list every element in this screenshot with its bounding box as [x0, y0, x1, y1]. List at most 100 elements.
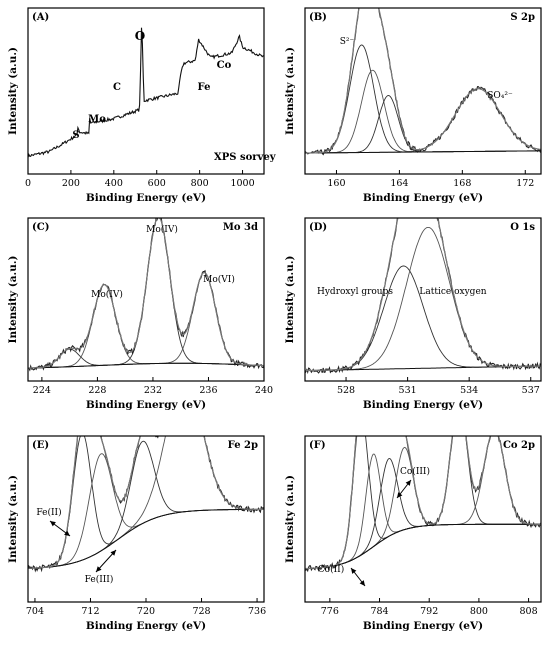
plot-area — [28, 218, 264, 372]
x-tick-label: 534 — [460, 385, 478, 396]
peak-annotation: S²⁻ — [340, 37, 355, 47]
x-tick-label: 172 — [516, 178, 534, 189]
panel-f: 776 784 792 800 808 Binding Energy (eV) Intens… — [284, 435, 542, 632]
plot-frame — [27, 7, 265, 175]
panel-title: S 2p — [510, 12, 535, 23]
panel-label: (C) — [32, 222, 49, 233]
x-tick-label: 736 — [248, 606, 266, 617]
y-axis-label: Intensity (a.u.) — [7, 47, 19, 135]
plot-area — [28, 27, 264, 158]
peak-annotation: Mo(IV) — [146, 224, 178, 235]
x-axis-label: Binding Energy (eV) — [363, 399, 483, 411]
x-tick-label: 784 — [370, 606, 388, 617]
background-line — [305, 523, 541, 570]
plot-frame — [304, 217, 542, 382]
panel-label: (E) — [32, 440, 49, 451]
x-tick-label: 528 — [337, 385, 355, 396]
component-peak-2 — [305, 226, 541, 372]
panel-e: 704 712 720 728 736 Binding Energy (eV) Intens… — [7, 435, 266, 632]
panel-title: Mo 3d — [223, 222, 258, 233]
component-peak-3 — [28, 218, 264, 369]
x-tick-label: 537 — [522, 385, 540, 396]
peak-annotation: Fe — [198, 82, 211, 93]
y-axis-label: Intensity (a.u.) — [284, 256, 296, 344]
plot-area — [28, 436, 264, 573]
peak-annotation: Mo(VI) — [203, 274, 235, 285]
background-line — [28, 362, 264, 369]
panel-title: Co 2p — [503, 440, 535, 451]
fitted-envelope — [305, 436, 541, 570]
survey-spectrum — [28, 27, 264, 158]
x-tick-label: 720 — [137, 606, 155, 617]
panel-label: (D) — [309, 222, 327, 233]
arrow-head — [351, 568, 357, 574]
peak-annotation: XPS sorvey — [214, 152, 277, 163]
y-axis-label: Intensity (a.u.) — [7, 475, 19, 563]
arrow-head — [405, 480, 411, 486]
x-tick-label: 224 — [33, 385, 51, 396]
x-tick-label: 800 — [470, 606, 488, 617]
x-tick-label: 240 — [255, 385, 273, 396]
background-line — [28, 508, 264, 569]
component-peak-2 — [28, 453, 264, 569]
peak-annotation: Co — [217, 60, 232, 71]
panel-b: 160 164 168 172 Binding Energy (eV) Intensity… — [284, 7, 542, 204]
y-axis-label: Intensity (a.u.) — [7, 256, 19, 344]
peak-annotation: Mo(IV) — [91, 289, 123, 300]
x-axis-label: Binding Energy (eV) — [363, 620, 483, 632]
panel-label: (F) — [309, 440, 326, 451]
fitted-envelope — [305, 218, 541, 372]
x-axis-label: Binding Energy (eV) — [86, 399, 206, 411]
x-tick-label: 164 — [390, 178, 408, 189]
panel-title: Fe 2p — [228, 440, 258, 451]
background-line — [305, 150, 541, 154]
plot-frame — [304, 7, 542, 175]
x-tick-label: 712 — [81, 606, 99, 617]
arrow-head — [96, 566, 102, 572]
component-peak-3 — [305, 95, 541, 154]
x-tick-label: 792 — [420, 606, 438, 617]
x-tick-label: 600 — [148, 178, 166, 189]
x-axis-label: Binding Energy (eV) — [86, 620, 206, 632]
arrow-head — [397, 492, 403, 498]
x-tick-label: 400 — [105, 178, 123, 189]
x-tick-label: 160 — [327, 178, 345, 189]
panel-c: 224 228 232 236 240 Binding Energy (eV) Intens… — [7, 217, 273, 411]
y-axis-label: Intensity (a.u.) — [284, 47, 296, 135]
plot-frame — [304, 435, 542, 603]
arrow-head — [110, 550, 116, 556]
x-tick-label: 168 — [453, 178, 471, 189]
panel-label: (B) — [309, 12, 327, 23]
peak-annotation: Hydroxyl groups — [317, 287, 393, 297]
x-tick-label: 236 — [199, 385, 217, 396]
x-tick-label: 0 — [25, 178, 31, 189]
panel-d: 528 531 534 537 Binding Energy (eV) Intensity… — [284, 217, 542, 411]
x-tick-label: 728 — [192, 606, 210, 617]
fitted-envelope — [28, 436, 264, 569]
x-tick-label: 800 — [191, 178, 209, 189]
x-tick-label: 776 — [321, 606, 339, 617]
component-peak-1 — [305, 265, 541, 372]
fitted-envelope — [28, 218, 264, 369]
peak-annotation: S — [72, 130, 79, 141]
plot-area — [305, 8, 541, 156]
x-tick-label: 531 — [399, 385, 417, 396]
peak-annotation: O — [135, 29, 145, 43]
peak-annotation: SO₄²⁻ — [487, 91, 513, 101]
panel-label: (A) — [32, 12, 49, 23]
component-peak-5 — [305, 436, 541, 570]
panel-a: 0 200 400 600 800 1000 Binding Energy (eV) Inte… — [7, 7, 277, 204]
raw-spectrum — [28, 218, 264, 372]
plot-frame — [27, 435, 265, 603]
arrow-head — [64, 530, 70, 536]
x-axis-label: Binding Energy (eV) — [363, 192, 483, 204]
raw-spectrum — [305, 218, 541, 375]
x-axis-label: Binding Energy (eV) — [86, 192, 206, 204]
peak-annotation: Lattice oxygen — [419, 287, 486, 297]
peak-annotation: Fe(III) — [85, 574, 114, 585]
x-tick-label: 200 — [62, 178, 80, 189]
panel-title: O 1s — [510, 222, 535, 233]
x-tick-label: 808 — [520, 606, 538, 617]
x-tick-label: 704 — [26, 606, 44, 617]
fitted-envelope — [305, 8, 541, 154]
